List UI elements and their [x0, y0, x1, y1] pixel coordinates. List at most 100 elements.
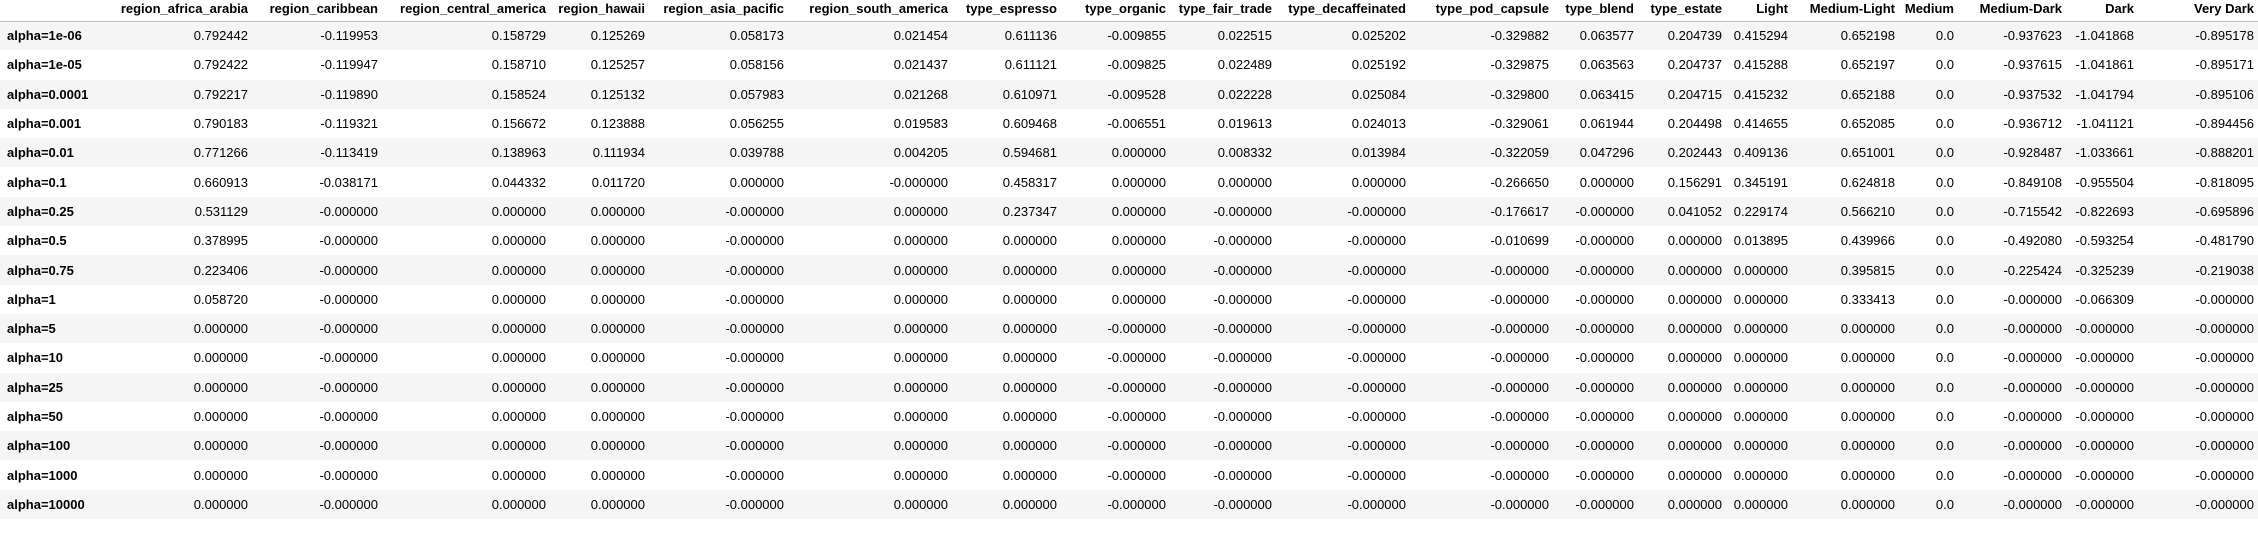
table-row: alpha=1e-06 0.792442 -0.119953 0.158729 0.12… — [0, 21, 2258, 51]
table-cell: -0.895178 — [2195, 28, 2254, 44]
table-cell: 0.044332 — [491, 174, 546, 190]
table-cell: -0.593254 — [2075, 233, 2134, 249]
table-cell: 0.000000 — [590, 379, 645, 395]
table-cell: 0.000000 — [193, 438, 248, 454]
table-cell: 0.000000 — [193, 350, 248, 366]
table-cell: -0.219038 — [2195, 262, 2254, 278]
table-cell: -0.937623 — [2003, 28, 2062, 44]
table-cell: 0.000000 — [590, 233, 645, 249]
table-cell: 0.000000 — [1111, 233, 1166, 249]
table-cell: 0.019613 — [1217, 116, 1272, 132]
table-cell: 0.000000 — [590, 203, 645, 219]
table-cell: 0.223406 — [193, 262, 248, 278]
table-cell: 0.025202 — [1351, 28, 1406, 44]
table-cell: 0.000000 — [590, 438, 645, 454]
table-cell: 0.000000 — [1111, 145, 1166, 161]
table-cell: -0.849108 — [2003, 174, 2062, 190]
table-cell: 0.378995 — [193, 233, 248, 249]
table-cell: 0.000000 — [1840, 496, 1895, 512]
table-cell: -0.000000 — [2003, 409, 2062, 424]
table-cell: -0.000000 — [1575, 438, 1634, 454]
row-label: alpha=0.0001 — [7, 86, 88, 102]
table-cell: 0.414655 — [1733, 116, 1788, 132]
table-cell: 0.000000 — [491, 438, 546, 454]
table-cell: -0.000000 — [1575, 291, 1634, 307]
row-label: alpha=0.01 — [7, 145, 74, 161]
table-cell: -0.119947 — [320, 57, 378, 73]
table-cell: 0.019583 — [893, 116, 948, 132]
table-cell: -0.066309 — [2075, 291, 2134, 307]
row-label: alpha=0.5 — [7, 233, 67, 249]
table-cell: 0.000000 — [1217, 174, 1272, 190]
table-cell: -0.000000 — [1575, 350, 1634, 366]
table-row: alpha=0.0001 0.792217 -0.119890 0.158524 0.1… — [0, 79, 2258, 109]
table-cell: 0.458317 — [1002, 174, 1057, 190]
table-row: alpha=0.25 0.531129 -0.000000 0.000000 0.000… — [0, 196, 2258, 227]
column-header: Very Dark — [2138, 0, 2258, 22]
column-header: region_asia_pacific — [649, 0, 788, 22]
table-cell: -0.000000 — [2075, 379, 2134, 395]
table-cell: 0.000000 — [1733, 350, 1788, 366]
table-cell: -0.000000 — [1490, 496, 1549, 512]
table-cell: 0.652198 — [1840, 28, 1895, 44]
table-cell: -1.041121 — [2076, 116, 2134, 132]
table-cell: -0.325239 — [2075, 262, 2134, 278]
table-cell: -0.000000 — [1213, 321, 1272, 337]
table-cell: 0.0 — [1935, 262, 1954, 278]
table-cell: 0.000000 — [491, 467, 546, 483]
table-cell: 0.000000 — [1111, 262, 1166, 278]
table-cell: 0.000000 — [893, 321, 948, 337]
table-cell: -0.937532 — [2003, 86, 2062, 102]
table-cell: 0.000000 — [1667, 321, 1722, 337]
coefficient-table: region_africa_arabia region_caribbean regi… — [0, 0, 2258, 512]
table-cell: -0.010699 — [1490, 233, 1549, 249]
column-header: region_hawaii — [550, 0, 649, 22]
table-cell: 0.021437 — [893, 57, 948, 73]
table-cell: -0.000000 — [725, 262, 784, 278]
table-cell: -0.000000 — [1490, 409, 1549, 424]
column-header: Medium-Dark — [1958, 0, 2066, 22]
table-cell: -0.000000 — [319, 467, 378, 483]
table-cell: -0.000000 — [1107, 467, 1166, 483]
column-header: region_south_america — [788, 0, 952, 22]
table-cell: -0.000000 — [1490, 467, 1549, 483]
table-row: alpha=1 0.058720 -0.000000 0.000000 0.000000… — [0, 285, 2258, 314]
table-cell: -0.000000 — [1347, 350, 1406, 366]
table-row: alpha=100 0.000000 -0.000000 0.000000 0.0000… — [0, 431, 2258, 461]
table-cell: 0.415294 — [1733, 28, 1788, 44]
table-cell: -0.000000 — [319, 291, 378, 307]
table-cell: 0.000000 — [893, 233, 948, 249]
table-cell: 0.000000 — [1002, 379, 1057, 395]
column-header: type_estate — [1638, 0, 1726, 22]
table-cell: -0.000000 — [1107, 379, 1166, 395]
table-cell: -0.000000 — [1347, 379, 1406, 395]
table-cell: -0.000000 — [1575, 467, 1634, 483]
table-cell: 0.000000 — [590, 262, 645, 278]
table-cell: 0.063563 — [1579, 57, 1634, 73]
table-row: alpha=1e-05 0.792422 -0.119947 0.158710 0.12… — [0, 50, 2258, 79]
table-cell: 0.057983 — [729, 86, 784, 102]
row-label: alpha=10000 — [7, 496, 85, 512]
table-row: alpha=1000 0.000000 -0.000000 0.000000 0.000… — [0, 460, 2258, 489]
table-cell: 0.652197 — [1840, 57, 1895, 73]
table-cell: 0.0 — [1935, 203, 1954, 219]
table-cell: -0.000000 — [2075, 350, 2134, 366]
table-cell: -0.000000 — [319, 350, 378, 366]
table-cell: -0.000000 — [1107, 409, 1166, 424]
table-header: region_africa_arabia region_caribbean regi… — [0, 0, 2258, 22]
table-cell: 0.011720 — [591, 174, 645, 190]
table-cell: -0.000000 — [2075, 321, 2134, 337]
table-cell: -0.000000 — [725, 233, 784, 249]
table-cell: 0.000000 — [491, 350, 546, 366]
table-cell: 0.123888 — [590, 116, 645, 132]
table-cell: 0.000000 — [1002, 496, 1057, 512]
table-cell: 0.0 — [1935, 145, 1954, 161]
table-cell: 0.531129 — [194, 203, 248, 219]
table-cell: -0.000000 — [1213, 233, 1272, 249]
table-cell: -0.000000 — [1213, 291, 1272, 307]
table-cell: 0.0 — [1935, 233, 1954, 249]
table-cell: 0.058156 — [729, 57, 784, 73]
table-cell: 0.000000 — [590, 496, 645, 512]
table-cell: -0.000000 — [2195, 409, 2254, 424]
table-cell: -0.000000 — [1575, 409, 1634, 424]
